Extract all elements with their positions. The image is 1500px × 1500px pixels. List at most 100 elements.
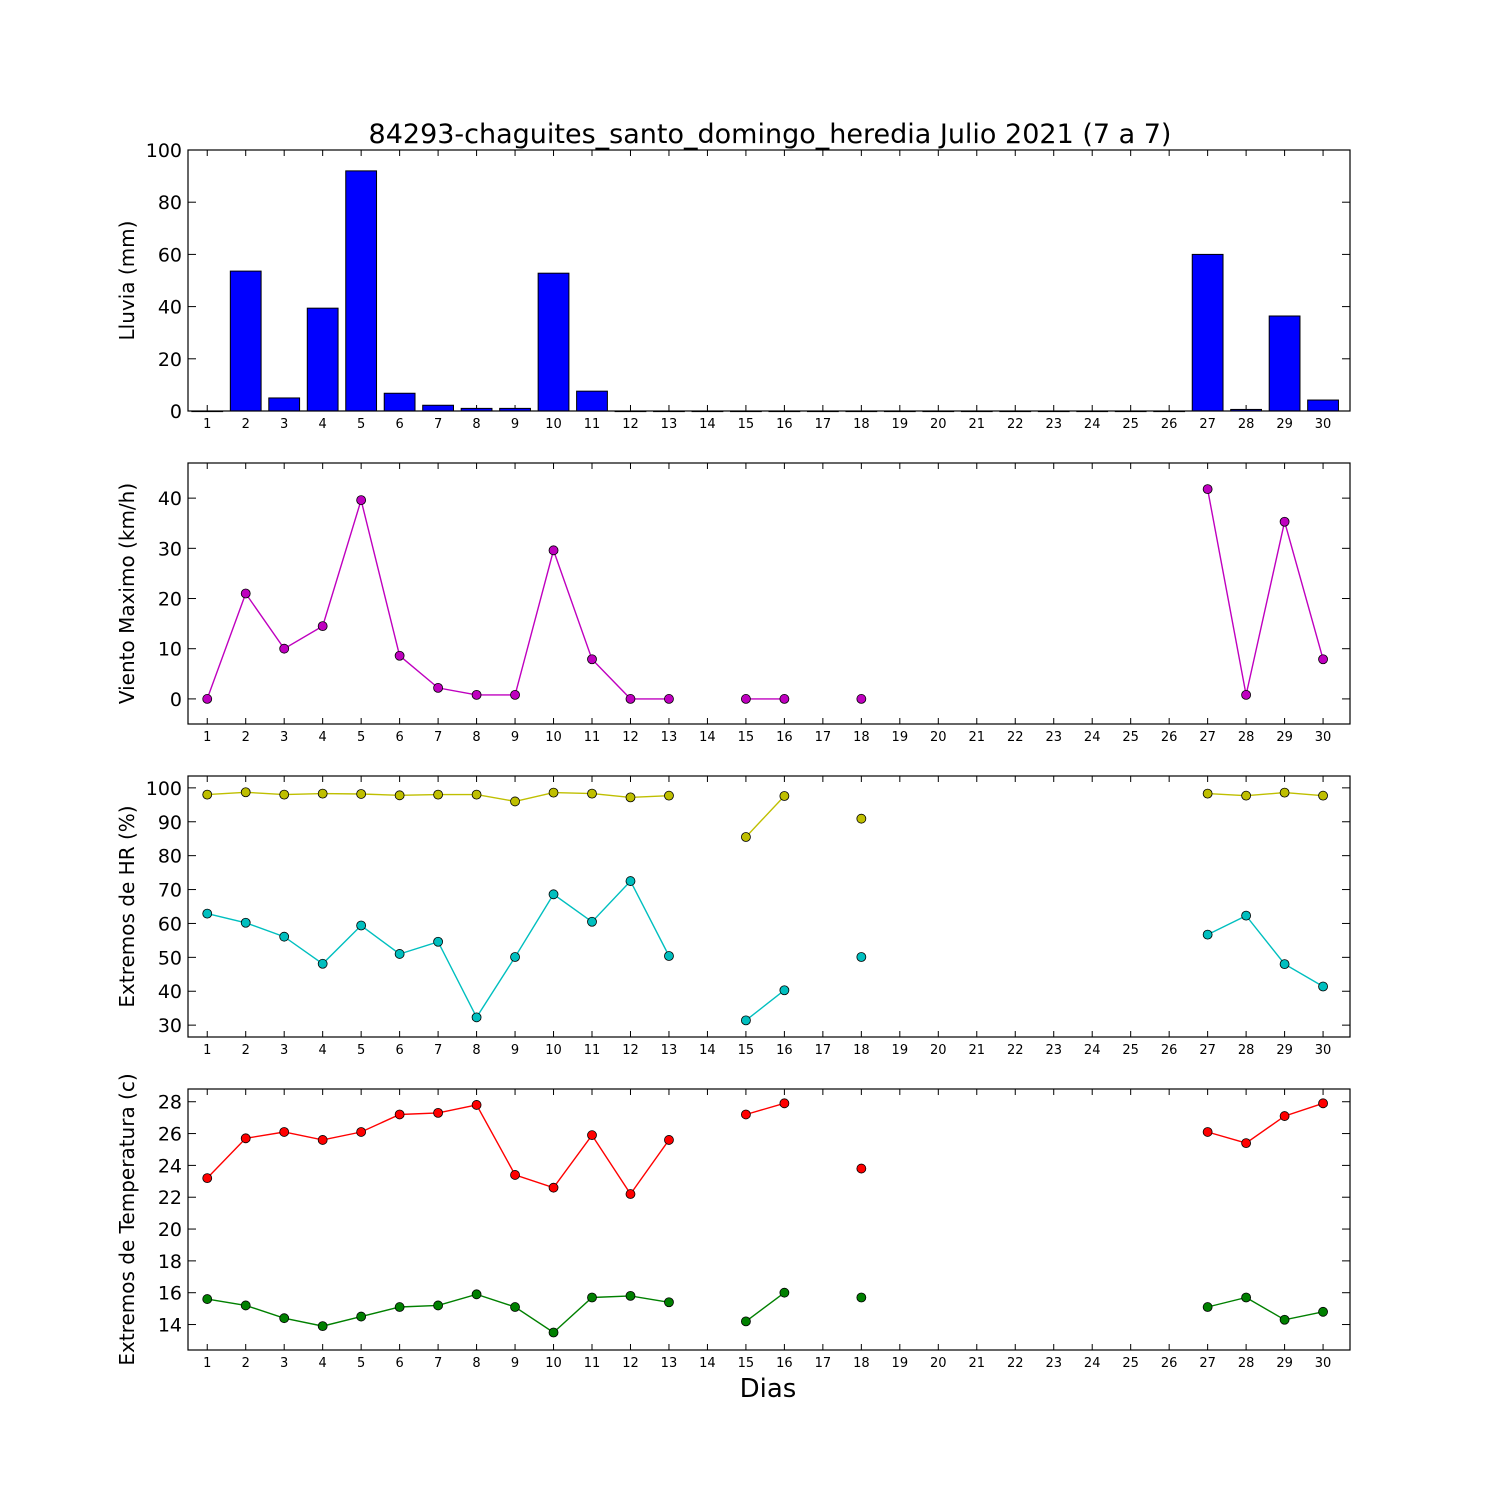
x-tick-label: 24 bbox=[1084, 730, 1101, 745]
x-tick-label: 20 bbox=[930, 1356, 947, 1371]
x-tick-label: 23 bbox=[1045, 417, 1062, 432]
x-tick-label: 2 bbox=[242, 1356, 250, 1371]
y-tick-label: 20 bbox=[158, 1219, 182, 1241]
x-tick-label: 13 bbox=[661, 1356, 678, 1371]
data-point bbox=[394, 650, 405, 661]
x-tick-label: 29 bbox=[1276, 1356, 1293, 1371]
x-tick-label: 14 bbox=[699, 1356, 716, 1371]
x-tick-label: 7 bbox=[434, 1043, 442, 1058]
data-point bbox=[471, 789, 482, 800]
x-tick-label: 3 bbox=[280, 730, 288, 745]
data-point bbox=[356, 1311, 367, 1322]
data-point bbox=[356, 495, 367, 506]
data-point bbox=[1241, 1292, 1252, 1303]
data-point bbox=[625, 1290, 636, 1301]
x-tick-label: 6 bbox=[395, 1043, 403, 1058]
x-tick-label: 25 bbox=[1122, 1356, 1139, 1371]
data-point bbox=[240, 588, 251, 599]
series-line bbox=[207, 879, 670, 1019]
x-tick-label: 21 bbox=[969, 1356, 986, 1371]
data-point bbox=[625, 694, 636, 704]
y-tick-label: 70 bbox=[158, 880, 182, 902]
data-point bbox=[317, 958, 328, 969]
x-tick-label: 14 bbox=[699, 1043, 716, 1058]
data-point bbox=[664, 1135, 674, 1145]
plot-frame bbox=[187, 775, 1351, 1038]
data-point bbox=[1241, 910, 1252, 921]
y-axis-label: Lluvia (mm) bbox=[115, 221, 139, 341]
x-tick-label: 27 bbox=[1199, 1043, 1216, 1058]
bar bbox=[537, 272, 570, 412]
x-tick-label: 9 bbox=[511, 730, 519, 745]
series-line bbox=[745, 1292, 785, 1322]
x-tick-label: 10 bbox=[545, 1356, 562, 1371]
x-tick-label: 15 bbox=[738, 730, 755, 745]
x-tick-label: 16 bbox=[776, 730, 793, 745]
x-tick-label: 11 bbox=[584, 1356, 601, 1371]
series-line bbox=[1207, 914, 1324, 988]
x-tick-label: 21 bbox=[969, 417, 986, 432]
bar bbox=[1307, 399, 1339, 412]
data-point bbox=[202, 789, 213, 800]
data-point bbox=[779, 1098, 790, 1109]
y-tick-label: 16 bbox=[158, 1283, 182, 1305]
y-tick-label: 10 bbox=[158, 639, 182, 661]
x-tick-label: 16 bbox=[776, 1043, 793, 1058]
x-tick-label: 13 bbox=[661, 1043, 678, 1058]
data-point bbox=[510, 689, 520, 700]
data-point bbox=[1318, 1098, 1328, 1109]
data-point bbox=[433, 1300, 443, 1311]
y-tick-label: 90 bbox=[158, 812, 182, 834]
x-tick-label: 19 bbox=[892, 730, 909, 745]
x-tick-label: 12 bbox=[622, 1356, 639, 1371]
data-point bbox=[587, 1130, 597, 1141]
x-tick-label: 22 bbox=[1007, 1356, 1024, 1371]
x-tick-label: 18 bbox=[853, 1356, 870, 1371]
data-point bbox=[856, 694, 867, 704]
y-tick-label: 20 bbox=[158, 349, 182, 371]
data-point bbox=[664, 694, 674, 704]
data-point bbox=[1241, 1138, 1252, 1149]
y-axis-label: Extremos de HR (%) bbox=[115, 805, 139, 1007]
x-tick-label: 7 bbox=[434, 730, 442, 745]
x-tick-label: 29 bbox=[1276, 730, 1293, 745]
data-point bbox=[510, 796, 520, 807]
x-tick-label: 28 bbox=[1238, 1043, 1255, 1058]
y-tick-label: 18 bbox=[158, 1251, 182, 1273]
x-tick-label: 12 bbox=[622, 1043, 639, 1058]
x-tick-label: 15 bbox=[738, 417, 755, 432]
data-point bbox=[856, 1163, 867, 1174]
data-point bbox=[1241, 790, 1252, 801]
data-point bbox=[1241, 689, 1252, 700]
x-tick-label: 1 bbox=[203, 730, 211, 745]
x-tick-label: 26 bbox=[1161, 730, 1178, 745]
data-point bbox=[779, 1287, 790, 1298]
data-point bbox=[433, 682, 443, 693]
data-point bbox=[394, 1109, 405, 1120]
x-tick-label: 21 bbox=[969, 730, 986, 745]
x-tick-label: 9 bbox=[511, 417, 519, 432]
data-point bbox=[1318, 981, 1328, 992]
y-tick-label: 22 bbox=[158, 1187, 182, 1209]
x-tick-label: 23 bbox=[1045, 730, 1062, 745]
y-tick-label: 60 bbox=[158, 913, 182, 935]
x-tick-label: 24 bbox=[1084, 1356, 1101, 1371]
plot-frame bbox=[187, 149, 1351, 412]
x-tick-label: 20 bbox=[930, 1043, 947, 1058]
data-point bbox=[1279, 787, 1290, 798]
x-tick-label: 8 bbox=[472, 1356, 480, 1371]
data-point bbox=[587, 1292, 597, 1303]
x-tick-label: 8 bbox=[472, 1043, 480, 1058]
data-point bbox=[279, 931, 290, 942]
data-point bbox=[1318, 790, 1328, 801]
x-tick-label: 15 bbox=[738, 1043, 755, 1058]
data-point bbox=[1279, 959, 1290, 970]
data-point bbox=[1202, 1302, 1213, 1312]
data-point bbox=[856, 1292, 867, 1303]
data-point bbox=[279, 643, 290, 654]
x-tick-label: 1 bbox=[203, 417, 211, 432]
data-point bbox=[317, 621, 328, 632]
x-tick-label: 16 bbox=[776, 1356, 793, 1371]
y-tick-label: 30 bbox=[158, 1015, 182, 1037]
